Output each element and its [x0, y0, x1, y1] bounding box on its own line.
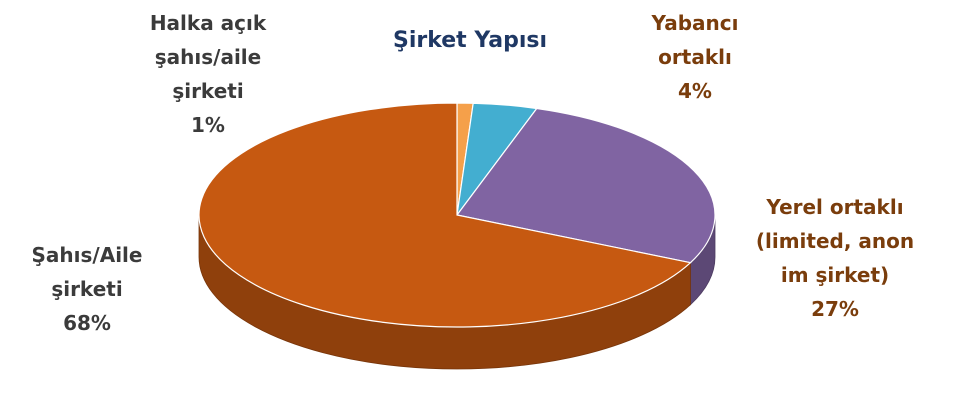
slice-label-halka-line2: şahıs/aile	[154, 45, 262, 69]
slice-label-yerel-value: 27%	[811, 297, 859, 321]
slice-label-halka-line3: şirketi	[172, 79, 244, 103]
chart-title: Şirket Yapısı	[392, 28, 548, 53]
slice-label-yerel-line2: (limited, anon	[755, 229, 915, 253]
slice-label-sahis-line1: Şahıs/Aile	[31, 243, 143, 267]
pie-slice-yerel	[455, 107, 716, 264]
slice-label-yerel: Yerel ortaklı (limited, anon im şirket) …	[720, 190, 950, 326]
slice-label-yabanci: Yabancı ortaklı 4%	[620, 6, 770, 108]
slice-label-yabanci-value: 4%	[678, 79, 712, 103]
slice-label-halka-value: 1%	[191, 113, 225, 137]
slice-label-yerel-line3: im şirket)	[780, 263, 890, 287]
slice-label-yabanci-line1: Yabancı	[651, 11, 739, 35]
pie-slice-sahis	[198, 102, 692, 328]
slice-label-sahis-line2: şirketi	[51, 277, 123, 301]
slice-label-sahis: Şahıs/Aile şirketi 68%	[2, 238, 172, 340]
slice-label-yerel-line1: Yerel ortaklı	[766, 195, 904, 219]
slice-label-sahis-value: 68%	[63, 311, 111, 335]
slice-label-halka-line1: Halka açık	[149, 11, 267, 35]
slice-label-halka: Halka açık şahıs/aile şirketi 1%	[118, 6, 298, 142]
slice-label-yabanci-line2: ortaklı	[658, 45, 732, 69]
